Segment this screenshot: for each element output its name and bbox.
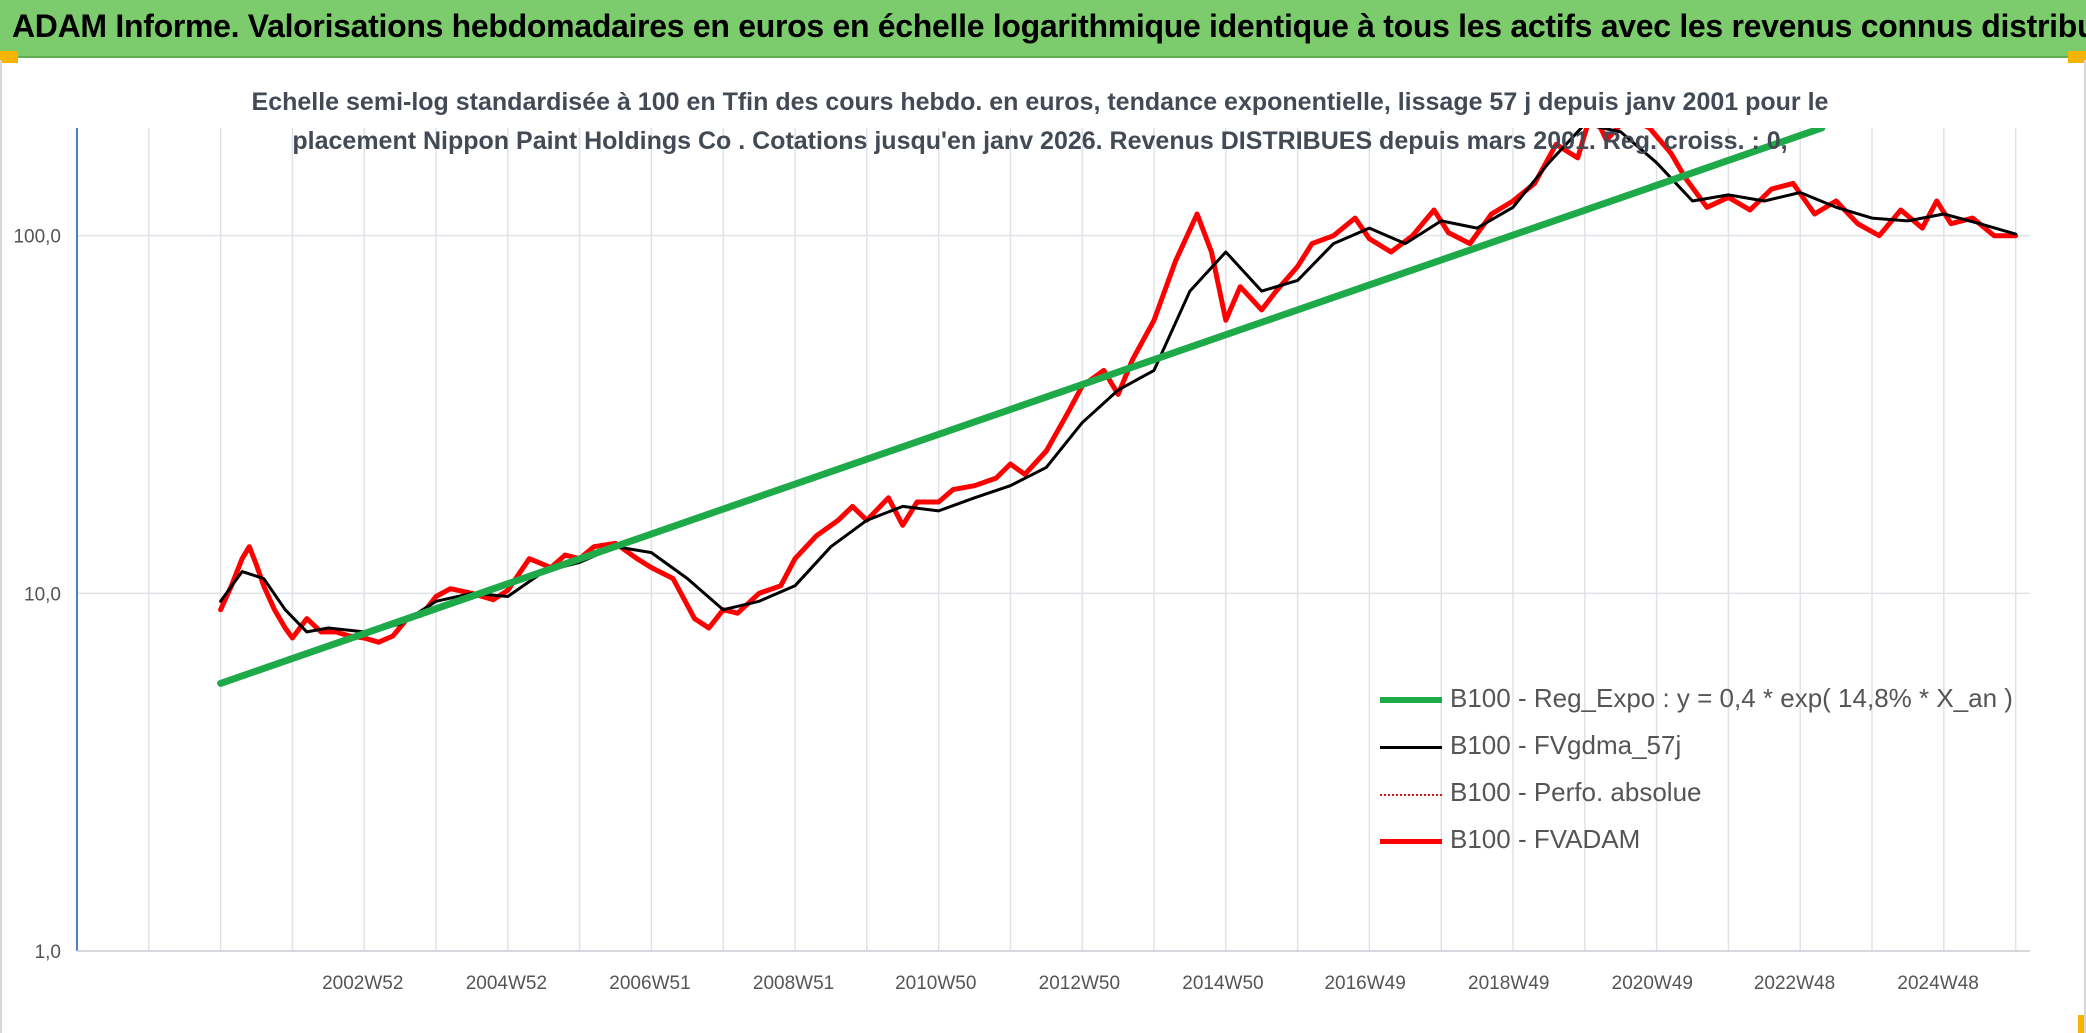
x-tick-label: 2012W50: [1039, 973, 1120, 994]
legend-swatch-fvgdma: [1380, 746, 1442, 749]
x-tick-label: 2020W49: [1612, 973, 1693, 994]
corner-marker-left: [0, 51, 18, 63]
y-tick-label: 1,0: [35, 942, 61, 963]
x-tick-label: 2014W50: [1182, 973, 1263, 994]
legend-swatch-perfo: [1380, 794, 1442, 796]
chart-tick-labels: 1,0 10,0 100,0 2002W52 2004W52 2006W51 2008W51…: [13, 227, 1978, 994]
chart-series: [217, 128, 2019, 687]
corner-marker-right: [2068, 51, 2086, 63]
chart-axes: [76, 128, 2030, 952]
x-tick-label: 2018W49: [1468, 973, 1549, 994]
x-tick-label: 2008W51: [753, 973, 834, 994]
report-title: ADAM Informe. Valorisations hebdomadaire…: [12, 8, 2086, 44]
y-tick-label: 100,0: [13, 227, 61, 248]
x-tick-label: 2010W50: [895, 973, 976, 994]
series-line-thick-green: [217, 128, 1826, 687]
corner-marker-bottom-right: [2078, 1015, 2086, 1033]
report-banner: ADAM Informe. Valorisations hebdomadaire…: [0, 0, 2086, 58]
legend-label-perfo: B100 - Perfo. absolue: [1450, 777, 1702, 807]
x-tick-label: 2006W51: [609, 973, 690, 994]
legend-swatch-reg-expo: [1380, 697, 1442, 703]
chart-frame: [0, 60, 2086, 1033]
series-line-black: [219, 128, 2018, 634]
legend-label-fvgdma: B100 - FVgdma_57j: [1450, 730, 1682, 760]
x-tick-label: 2024W48: [1897, 973, 1978, 994]
x-tick-label: 2022W48: [1754, 973, 1835, 994]
legend-swatch-fvadam: [1380, 839, 1442, 844]
legend-label-fvadam: B100 - FVADAM: [1450, 824, 1641, 854]
x-tick-label: 2004W52: [466, 973, 547, 994]
x-tick-label: 2016W49: [1324, 973, 1405, 994]
y-tick-label: 10,0: [24, 584, 61, 605]
chart-subtitle-line-1: Echelle semi-log standardisée à 100 en T…: [251, 88, 1829, 116]
legend-label-reg-expo: B100 - Reg_Expo : y = 0,4 * exp( 14,8% *…: [1450, 683, 2013, 713]
series-line-thick-red: [218, 128, 2019, 645]
chart-subtitle-line-2: placement Nippon Paint Holdings Co . Cot…: [292, 127, 1788, 155]
x-tick-label: 2002W52: [322, 973, 403, 994]
chart-grid: [77, 128, 2030, 951]
